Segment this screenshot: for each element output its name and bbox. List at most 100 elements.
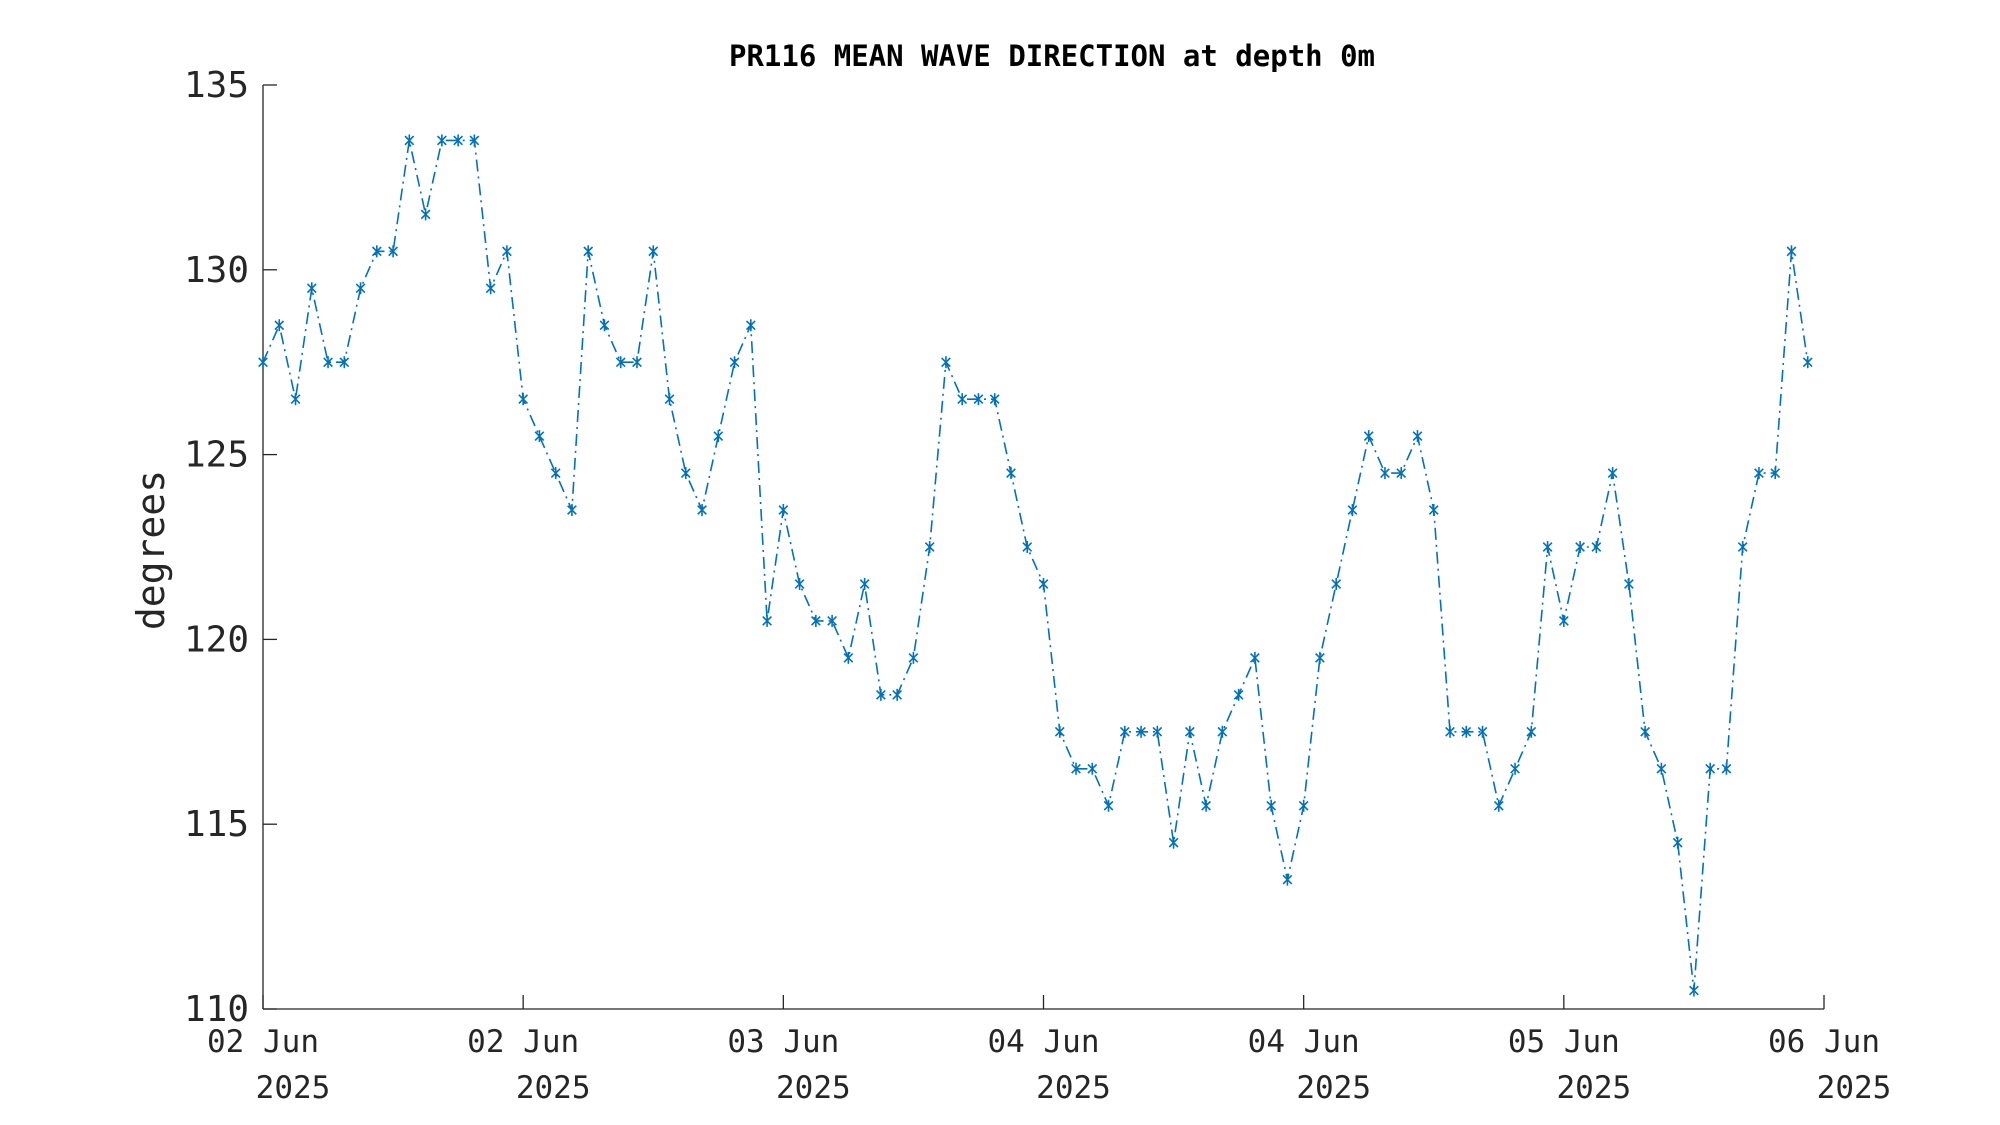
data-point-marker (1689, 984, 1699, 997)
data-point-marker (355, 282, 366, 295)
data-point-marker (664, 393, 675, 406)
data-point-marker (420, 208, 431, 221)
data-point-marker (1477, 725, 1488, 738)
data-point-marker (258, 356, 268, 369)
data-point-marker (290, 393, 301, 406)
data-point-marker (339, 356, 350, 369)
data-point-marker (1445, 725, 1455, 738)
data-point-marker (762, 614, 772, 627)
data-point-marker (1315, 651, 1325, 664)
x-tick-label-year: 2025 (1817, 1070, 1892, 1106)
x-tick-label-year: 2025 (256, 1070, 331, 1106)
data-point-marker (1802, 356, 1813, 369)
data-point-marker (973, 393, 984, 406)
data-point-marker (1087, 762, 1098, 775)
x-tick-label-date: 05 Jun (1508, 1024, 1620, 1060)
data-point-marker (778, 504, 789, 517)
data-point-marker (1298, 799, 1309, 812)
data-point-marker (1022, 541, 1033, 553)
data-point-marker (1396, 467, 1407, 480)
data-point-marker (1347, 504, 1358, 517)
data-point-marker (1168, 836, 1179, 849)
data-point-marker (957, 393, 968, 406)
data-point-marker (1412, 430, 1423, 443)
data-point-marker (1526, 725, 1537, 738)
data-point-marker (941, 356, 951, 369)
x-tick-label-year: 2025 (1296, 1070, 1371, 1106)
data-point-marker (876, 688, 886, 701)
data-point-marker (615, 356, 626, 369)
data-point-marker (1006, 467, 1016, 480)
data-point-marker (1737, 541, 1748, 553)
y-tick-label: 110 (184, 989, 249, 1030)
data-point-marker (274, 319, 285, 332)
data-point-marker (1591, 541, 1602, 553)
data-point-marker (1071, 762, 1081, 775)
data-point-marker (1201, 799, 1211, 812)
data-point-marker (1119, 725, 1130, 738)
y-tick-label: 125 (184, 435, 249, 476)
axes (262, 85, 1824, 1010)
series-line (262, 139, 1809, 991)
data-point-marker (908, 651, 919, 664)
data-point-marker (1656, 762, 1667, 775)
data-point-marker (1575, 541, 1585, 553)
x-tick-label-year: 2025 (776, 1070, 851, 1106)
data-point-marker (502, 245, 512, 258)
data-point-marker (794, 577, 805, 590)
data-point-marker (518, 393, 529, 406)
data-point-marker (306, 282, 317, 295)
data-point-marker (1493, 799, 1504, 812)
data-point-marker (1558, 614, 1569, 627)
data-point-marker (1721, 762, 1732, 775)
data-point-marker (1266, 799, 1277, 812)
data-point-marker (1786, 245, 1797, 258)
data-point-marker (810, 614, 821, 627)
data-point-marker (713, 430, 724, 443)
x-tick-label-date: 04 Jun (1248, 1024, 1360, 1060)
data-point-marker (1184, 725, 1195, 738)
y-tick-label: 135 (184, 65, 249, 106)
data-point-marker (567, 504, 577, 517)
y-axis-label: degrees (129, 470, 173, 630)
data-point-marker (843, 651, 854, 664)
data-point-marker (1152, 725, 1163, 738)
x-ticks: 02 Jun 2025 02 Jun 2025 03 Jun 2025 04 Jun 2025… (207, 995, 1891, 1106)
data-point-marker (388, 245, 398, 258)
data-point-marker (1754, 467, 1764, 480)
data-point-marker (1103, 799, 1114, 812)
x-tick-label-date: 03 Jun (727, 1024, 839, 1060)
data-point-marker (599, 319, 610, 332)
data-point-marker (1233, 688, 1244, 701)
data-point-marker (1640, 725, 1651, 738)
x-tick-label-date: 04 Jun (988, 1024, 1100, 1060)
data-point-marker (1428, 504, 1439, 517)
data-point-marker (1623, 577, 1634, 590)
data-point-marker (859, 577, 870, 590)
data-point-marker (1054, 725, 1065, 738)
data-point-marker (1282, 873, 1293, 886)
data-point-marker (1363, 430, 1374, 443)
data-point-marker (453, 134, 464, 147)
x-tick-label-date: 06 Jun (1768, 1024, 1880, 1060)
data-point-marker (1672, 836, 1683, 849)
data-point-marker (404, 134, 415, 147)
data-point-marker (1249, 651, 1260, 664)
data-point-marker (583, 245, 594, 258)
data-point-marker (989, 393, 1000, 406)
data-point-marker (1510, 762, 1520, 775)
data-point-marker (1770, 467, 1781, 480)
data-point-marker (1331, 577, 1342, 590)
x-tick-label-year: 2025 (1036, 1070, 1111, 1106)
data-point-marker (323, 356, 333, 369)
data-point-marker (697, 504, 707, 517)
data-point-marker (1038, 577, 1049, 590)
x-tick-label-date: 02 Jun (207, 1024, 319, 1060)
y-ticks: 110 115 120 125 130 135 (184, 65, 277, 1030)
data-point-marker (745, 319, 756, 332)
data-point-marker (1705, 762, 1716, 775)
data-point-marker (892, 688, 903, 701)
data-point-marker (436, 134, 447, 147)
